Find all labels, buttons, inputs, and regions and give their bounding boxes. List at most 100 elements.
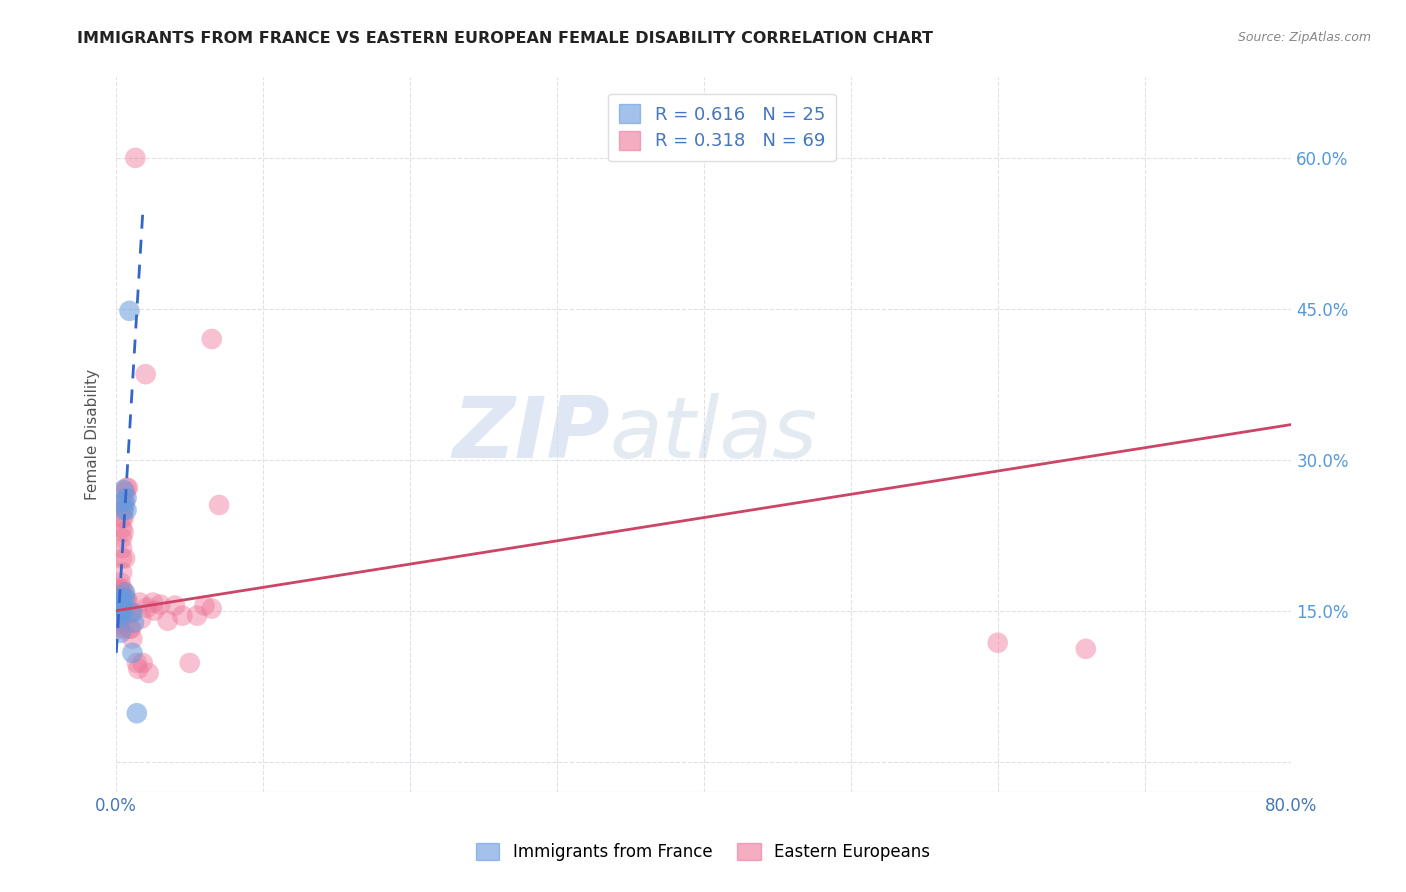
Point [108, 597, 131, 611]
Point [115, 481, 138, 495]
Point [129, 612, 152, 626]
Point [149, 598, 172, 612]
Point [208, 498, 231, 512]
Point [111, 511, 134, 525]
Point [172, 608, 194, 623]
Point [108, 617, 131, 632]
Point [127, 662, 149, 676]
Point [112, 503, 135, 517]
Point [107, 607, 129, 622]
Point [118, 622, 141, 636]
Point [114, 484, 136, 499]
Point [111, 591, 134, 605]
Point [108, 588, 131, 602]
Point [107, 593, 129, 607]
Point [201, 332, 224, 346]
Point [107, 622, 129, 636]
Point [108, 610, 131, 624]
Point [112, 483, 135, 497]
Point [125, 656, 148, 670]
Point [111, 531, 134, 545]
Point [118, 303, 141, 318]
Point [186, 608, 208, 623]
Point [110, 583, 132, 598]
Point [110, 600, 132, 615]
Point [110, 616, 132, 631]
Point [179, 656, 201, 670]
Point [136, 600, 159, 615]
Point [110, 612, 132, 626]
Point [138, 665, 160, 680]
Point [110, 593, 132, 607]
Point [114, 495, 136, 509]
Point [122, 615, 145, 630]
Point [121, 632, 143, 646]
Point [110, 606, 132, 620]
Point [111, 521, 134, 535]
Point [156, 614, 179, 628]
Legend: Immigrants from France, Eastern Europeans: Immigrants from France, Eastern European… [470, 836, 936, 868]
Point [115, 601, 138, 615]
Point [111, 551, 134, 566]
Point [117, 596, 139, 610]
Point [121, 606, 143, 620]
Point [201, 601, 224, 615]
Point [108, 582, 131, 596]
Point [125, 706, 148, 721]
Point [163, 599, 186, 613]
Point [108, 604, 131, 618]
Point [108, 612, 131, 626]
Legend: R = 0.616   N = 25, R = 0.318   N = 69: R = 0.616 N = 25, R = 0.318 N = 69 [607, 94, 835, 161]
Point [110, 597, 132, 611]
Point [108, 601, 131, 615]
Point [120, 606, 142, 620]
Point [132, 656, 155, 670]
Point [143, 604, 166, 618]
Point [107, 606, 129, 620]
Text: IMMIGRANTS FROM FRANCE VS EASTERN EUROPEAN FEMALE DISABILITY CORRELATION CHART: IMMIGRANTS FROM FRANCE VS EASTERN EUROPE… [77, 31, 934, 46]
Point [107, 614, 129, 628]
Point [107, 585, 129, 599]
Point [1074, 641, 1097, 656]
Point [115, 503, 138, 517]
Point [107, 601, 129, 615]
Point [193, 599, 215, 613]
Point [120, 622, 142, 636]
Point [128, 596, 150, 610]
Point [112, 495, 135, 509]
Point [135, 368, 157, 382]
Point [110, 607, 132, 621]
Point [142, 596, 165, 610]
Point [111, 597, 134, 611]
Point [112, 525, 135, 540]
Point [112, 585, 135, 599]
Point [110, 591, 132, 605]
Point [111, 606, 134, 620]
Text: atlas: atlas [610, 393, 818, 476]
Point [987, 636, 1010, 650]
Point [111, 582, 134, 596]
Point [111, 541, 134, 556]
Point [112, 501, 135, 516]
Point [108, 593, 131, 607]
Point [108, 606, 131, 620]
Point [121, 646, 143, 660]
Point [114, 585, 136, 599]
Y-axis label: Female Disability: Female Disability [86, 369, 100, 500]
Point [112, 601, 135, 615]
Point [112, 622, 135, 636]
Point [110, 601, 132, 615]
Point [112, 511, 135, 525]
Point [114, 551, 136, 566]
Point [110, 625, 132, 640]
Point [110, 575, 132, 590]
Point [111, 566, 134, 580]
Text: ZIP: ZIP [453, 393, 610, 476]
Point [117, 481, 139, 495]
Point [107, 599, 129, 613]
Point [111, 601, 134, 615]
Point [115, 491, 138, 505]
Point [114, 591, 136, 606]
Point [115, 591, 138, 606]
Point [124, 151, 146, 165]
